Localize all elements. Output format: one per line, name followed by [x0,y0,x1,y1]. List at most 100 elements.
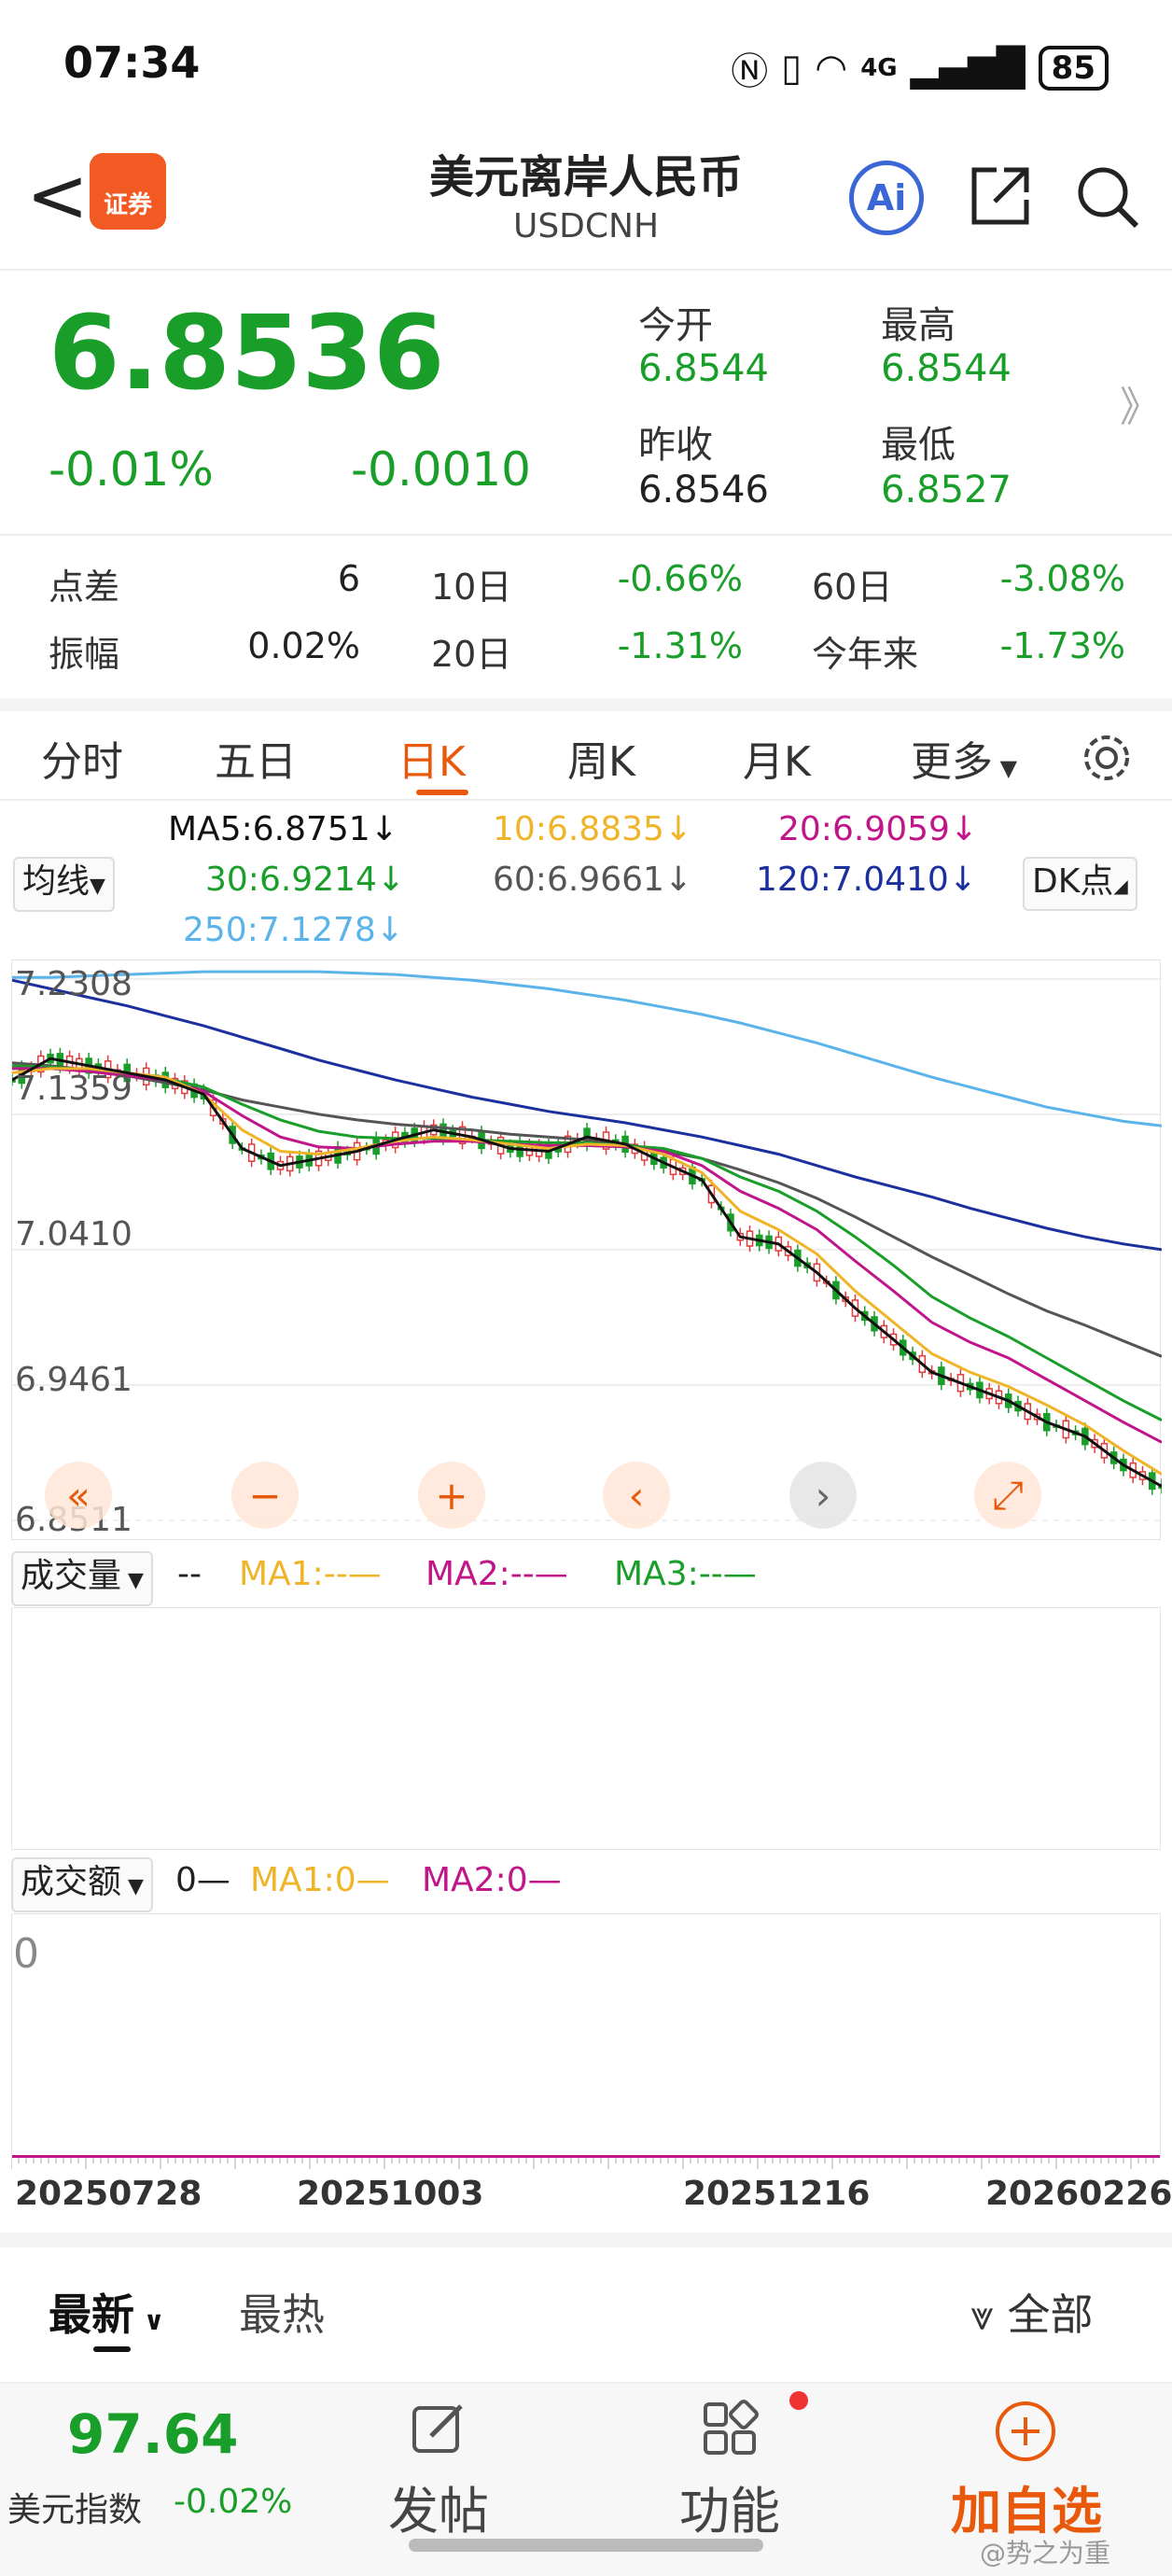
turnover-axis-label: 0 [13,1930,39,1978]
ma-legend-item: 60:6.9661↓ [493,861,693,899]
scroll-right-button[interactable]: › [789,1462,857,1529]
volume-selector[interactable]: 成交量 ▼ [11,1551,153,1606]
period-value: -1.73% [999,625,1125,666]
tab-monthly-k[interactable]: 月K [743,738,811,786]
y-tick-label: 6.9461 [15,1361,133,1399]
fullscreen-button[interactable]: ⤢ [974,1462,1041,1529]
wifi-icon: ◠ [815,47,848,90]
x-tick-label: 20250728 [15,2175,202,2213]
signal-icon: ▂▄▆█ [910,47,1026,90]
y-tick-label: 7.2308 [15,965,133,1003]
ma-legend-item: 250:7.1278↓ [183,911,404,949]
page-header: < 证券 美元离岸人民币 USDCNH Ai [0,131,1172,271]
x-tick-label: 20251216 [683,2175,871,2213]
page-subtitle: USDCNH [512,207,660,245]
turnover-selector[interactable]: 成交额 ▼ [11,1857,153,1912]
active-tab-indicator [416,790,468,795]
more-quote-chevron[interactable]: 》 [1120,384,1161,431]
dk-label: DK点 [1032,862,1114,901]
period-label: 今年来 [812,634,919,675]
back-icon[interactable]: < [26,152,90,239]
turnover-selector-label: 成交额 [21,1863,122,1901]
share-icon[interactable] [967,162,1034,230]
network-type: 4G [860,54,898,82]
feed-filters: 最新 ∨ 最热 ⩔ 全部 [0,2249,1172,2371]
scroll-far-left-button[interactable]: « [45,1462,112,1529]
stats-table: 点差 6 10日 -0.66% 60日 -3.08% 振幅 0.02% 20日 … [0,534,1172,693]
ma-legend-item: 30:6.9214↓ [205,861,406,899]
period-value: -0.66% [617,558,743,599]
status-icons: Ⓝ ▯ ◠ 4G ▂▄▆█ 85 [731,41,1109,95]
tab-more[interactable]: 更多 ▼ [911,728,1017,788]
period-label: 20日 [431,634,512,675]
dk-button[interactable]: DK点◢ [1023,857,1137,911]
high-label: 最高 [881,304,956,347]
ma-line-60 [11,1061,1163,1358]
ma-line-MA5 [11,1057,1163,1488]
caret-down-icon: ▼ [121,1569,144,1592]
volume-selector-label: 成交量 [21,1557,122,1595]
kline-svg [8,970,1172,1521]
open-label: 今开 [638,304,713,347]
filter-latest[interactable]: 最新 ∨ [49,2281,164,2343]
turnover-chart[interactable] [11,1913,1161,2158]
tab-five-day[interactable]: 五日 [215,738,297,786]
ma-line-120 [11,978,1163,1252]
current-price: 6.8536 [49,293,445,413]
high-value: 6.8544 [881,347,1012,390]
tab-weekly-k[interactable]: 周K [567,738,635,786]
function-button[interactable]: 功能 [679,2482,780,2541]
home-indicator[interactable] [409,2539,763,2552]
chart-tabs: 分时 五日 日K 周K 月K 更多 ▼ [0,698,1172,801]
filter-all[interactable]: ⩔ 全部 [970,2281,1093,2343]
search-icon[interactable] [1073,162,1142,231]
tab-intraday[interactable]: 分时 [41,738,123,786]
filter-latest-label: 最新 [49,2289,134,2340]
corner-icon: ◢ [1113,875,1128,897]
period-label: 60日 [812,567,893,608]
tab-daily-k[interactable]: 日K [398,738,466,786]
ma-line-250 [12,970,1163,1127]
filter-hot[interactable]: 最热 [239,2289,325,2340]
zoom-out-button[interactable]: − [231,1462,299,1529]
index-change: -0.02% [174,2483,293,2521]
ai-button[interactable]: Ai [849,161,924,235]
nfc-icon: Ⓝ [731,50,769,93]
x-axis-ticks [11,2158,1154,2169]
turnover-ma2: MA2:0— [422,1861,562,1899]
add-watchlist-button[interactable]: 加自选 [951,2482,1102,2541]
stat-value: 0.02% [247,625,360,666]
edit-icon[interactable] [409,2399,468,2458]
index-name[interactable]: 美元指数 [7,2491,143,2529]
stat-label: 振幅 [49,634,120,675]
ma-legend-item: MA5:6.8751↓ [168,810,398,848]
low-label: 最低 [881,424,956,467]
period-label: 10日 [431,567,512,608]
battery-icon: 85 [1038,46,1109,91]
add-circle-icon[interactable] [993,2399,1058,2464]
ma-selector[interactable]: 均线▼ [13,857,115,912]
ma-line-30 [11,1064,1163,1421]
x-tick-label: 20260226 [985,2175,1172,2213]
section-divider [0,2233,1172,2247]
status-time: 07:34 [63,37,201,88]
x-tick-label: 20251003 [297,2175,484,2213]
stat-label: 点差 [49,567,120,608]
turnover-value: 0— [175,1861,230,1899]
filter-all-label: 全部 [1007,2289,1094,2340]
grid-icon[interactable] [700,2399,760,2458]
caret-down-icon: ▼ [993,755,1018,781]
zoom-in-button[interactable]: + [418,1462,485,1529]
app-logo[interactable]: 证券 [90,153,166,230]
turnover-ma1: MA1:0— [250,1861,390,1899]
index-value[interactable]: 97.64 [67,2402,239,2466]
scroll-left-button[interactable]: ‹ [603,1462,670,1529]
kline-chart[interactable] [8,959,1172,1540]
y-tick-label: 7.0410 [15,1215,133,1253]
gear-icon[interactable] [1079,730,1135,786]
change-value: -0.0010 [351,442,531,497]
volume-chart[interactable] [11,1607,1161,1850]
post-button[interactable]: 发帖 [388,2482,489,2541]
caret-down-icon: ▼ [90,875,105,898]
prev-close-label: 昨收 [638,424,713,467]
